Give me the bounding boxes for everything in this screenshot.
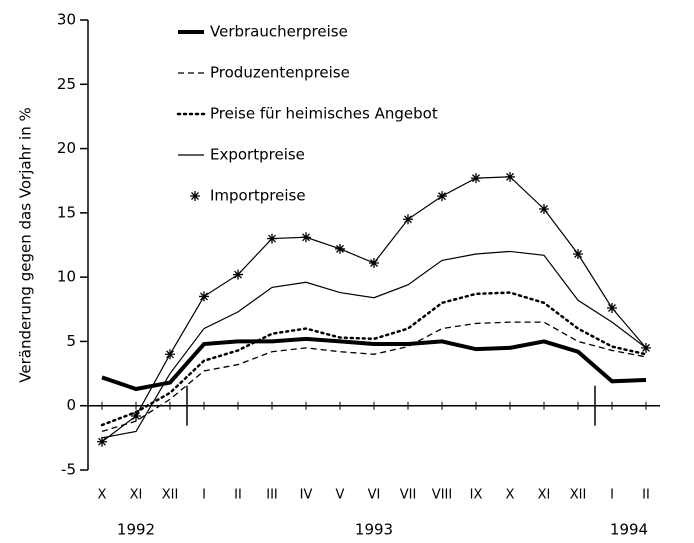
legend-label: Produzentenpreise: [210, 64, 350, 82]
point-marker: [199, 291, 209, 302]
point-marker: [573, 249, 583, 259]
year-label: 1994: [610, 521, 648, 539]
point-marker: [131, 411, 141, 421]
point-marker: [437, 191, 447, 202]
x-tick-label: XI: [538, 488, 551, 503]
series-line: [100, 291, 648, 427]
legend-label: Verbraucherpreise: [210, 23, 348, 41]
series-line: [101, 336, 647, 392]
point-marker: [471, 173, 481, 184]
point-marker: [403, 214, 413, 225]
x-tick-label: XI: [130, 488, 143, 503]
point-marker: [641, 342, 651, 353]
series-line: [101, 321, 647, 433]
x-tick-label: IV: [300, 488, 313, 503]
x-tick-label: II: [234, 488, 242, 503]
y-tick-label: 5: [66, 332, 76, 350]
y-axis-label: Veränderung gegen das Vorjahr in %: [17, 107, 35, 382]
x-tick-label: II: [642, 488, 650, 503]
point-marker: [267, 233, 277, 244]
point-marker: [97, 436, 107, 447]
legend-label: Preise für heimisches Angebot: [210, 105, 438, 123]
point-marker: [301, 232, 311, 243]
x-tick-label: I: [202, 488, 206, 503]
y-tick-label: 10: [57, 268, 76, 286]
y-tick-label: 20: [57, 139, 76, 157]
x-tick-label: X: [506, 488, 515, 503]
legend-label: Importpreise: [210, 187, 306, 205]
x-tick-label: VI: [368, 488, 381, 503]
x-tick-label: IX: [470, 488, 483, 503]
x-tick-label: XII: [162, 488, 179, 503]
point-marker: [233, 269, 243, 280]
point-marker: [607, 303, 617, 313]
legend-label: Exportpreise: [210, 146, 305, 164]
y-tick-label: 0: [66, 396, 76, 414]
point-marker: [165, 349, 175, 360]
x-tick-label: V: [336, 488, 345, 503]
y-tick-label: 25: [57, 75, 76, 93]
x-tick-label: I: [610, 488, 614, 503]
x-tick-label: VII: [400, 488, 417, 503]
x-tick-label: VIII: [432, 488, 452, 503]
x-tick-label: X: [98, 488, 107, 503]
x-tick-label: XII: [570, 488, 587, 503]
y-tick-label: 15: [57, 203, 76, 221]
year-label: 1993: [355, 521, 393, 539]
point-marker: [369, 258, 379, 268]
legend-marker: [190, 191, 200, 201]
x-tick-label: III: [266, 488, 278, 503]
year-label: 1992: [117, 521, 155, 539]
point-marker: [539, 204, 549, 214]
series-line: [101, 250, 647, 439]
point-marker: [335, 243, 345, 254]
point-marker: [505, 171, 515, 182]
y-tick-label: 30: [57, 11, 76, 29]
y-tick-label: -5: [61, 461, 76, 479]
